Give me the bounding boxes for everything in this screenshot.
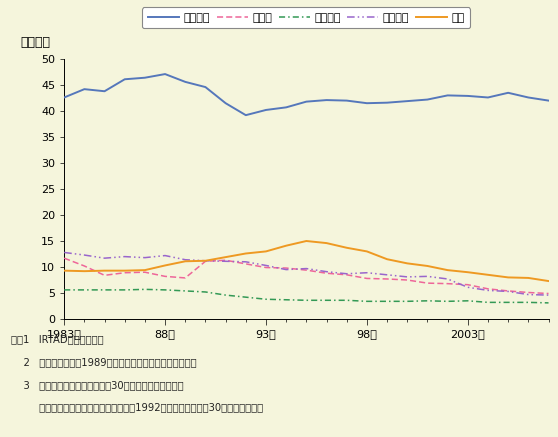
Legend: アメリカ, ドイツ, イギリス, フランス, 日本: アメリカ, ドイツ, イギリス, フランス, 日本 — [142, 7, 470, 28]
Text: だだし，フランスの数値及び日本の1992年以前の数値は，30日死者換算数。: だだし，フランスの数値及び日本の1992年以前の数値は，30日死者換算数。 — [11, 402, 263, 413]
Text: 2   ドイツの値は，1989年までは旧西ドイツ地域に限る。: 2 ドイツの値は，1989年までは旧西ドイツ地域に限る。 — [11, 357, 197, 367]
Text: （千人）: （千人） — [21, 35, 51, 49]
Text: 注、1   IRTAD資料による。: 注、1 IRTAD資料による。 — [11, 334, 104, 344]
Text: 3   死者数の定義は事故発生後30日以内の死者である。: 3 死者数の定義は事故発生後30日以内の死者である。 — [11, 380, 184, 390]
